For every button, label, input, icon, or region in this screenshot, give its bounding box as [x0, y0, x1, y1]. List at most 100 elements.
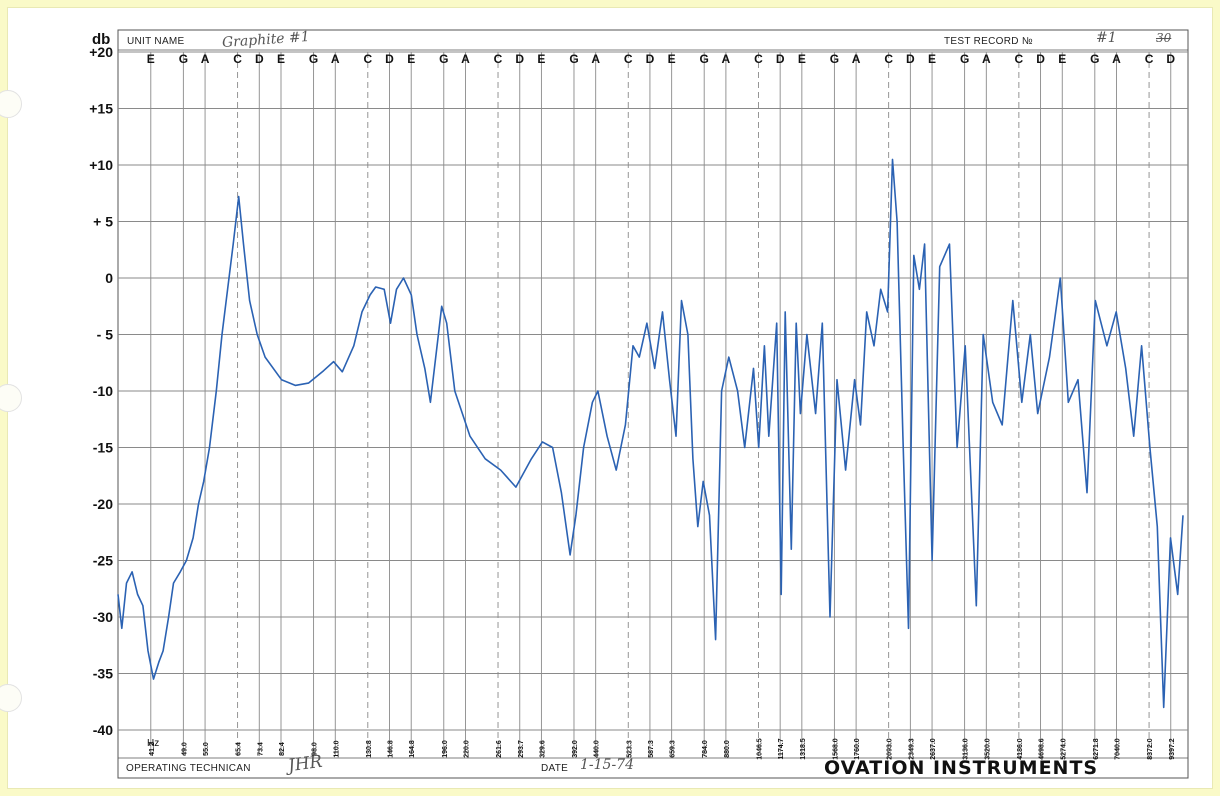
x-tick-label: 146.8 [387, 740, 394, 758]
note-label: A [982, 52, 991, 66]
x-tick-label: 130.8 [366, 740, 373, 758]
brand-logo: OVATION INSTRUMENTS [824, 757, 1099, 779]
x-tick-label: 41.2 [149, 742, 156, 756]
x-tick-label: 1760.0 [854, 738, 861, 760]
note-label: D [1036, 52, 1045, 66]
note-label: G [569, 52, 578, 66]
note-label: A [1112, 52, 1121, 66]
y-tick-label: -35 [93, 666, 113, 682]
note-label: D [255, 52, 264, 66]
note-label: A [331, 52, 340, 66]
note-label: E [537, 52, 545, 66]
note-label: D [776, 52, 785, 66]
note-label: E [668, 52, 676, 66]
x-tick-label: 98.0 [312, 742, 319, 756]
y-tick-label: -40 [93, 722, 113, 738]
note-label: G [1090, 52, 1099, 66]
note-label: D [1166, 52, 1175, 66]
y-axis-label: db [92, 31, 110, 48]
x-tick-label: 196.0 [442, 740, 449, 758]
y-tick-label: -10 [93, 383, 113, 399]
x-axis-label: Hz [147, 738, 159, 749]
x-tick-label: 1046.5 [756, 738, 763, 760]
x-tick-label: 164.8 [409, 740, 416, 758]
note-label: A [852, 52, 861, 66]
note-label: E [147, 52, 155, 66]
x-tick-label: 8372.0 [1147, 738, 1154, 760]
binder-hole [0, 90, 22, 118]
x-tick-label: 659.3 [670, 740, 677, 758]
x-tick-label: 9397.2 [1169, 738, 1176, 760]
y-tick-label: -25 [93, 553, 113, 569]
note-label: E [798, 52, 806, 66]
note-label: C [1145, 52, 1154, 66]
note-label: E [1058, 52, 1066, 66]
note-label: E [407, 52, 415, 66]
note-label: D [646, 52, 655, 66]
x-tick-label: 7040.0 [1115, 738, 1122, 760]
note-label: E [277, 52, 285, 66]
note-label: D [515, 52, 524, 66]
note-label: D [906, 52, 915, 66]
y-tick-label: -30 [93, 609, 113, 625]
note-label: G [309, 52, 318, 66]
x-tick-label: 49.0 [181, 742, 188, 756]
x-tick-label: 110.0 [333, 740, 340, 757]
x-tick-label: 6271.8 [1093, 738, 1100, 760]
x-tick-label: 523.3 [626, 740, 633, 758]
x-tick-label: 55.0 [203, 742, 210, 756]
y-tick-label: -20 [93, 496, 113, 512]
chart-paper [0, 8, 1212, 788]
x-tick-label: 261.6 [496, 740, 503, 758]
note-label: G [830, 52, 839, 66]
x-tick-label: 784.0 [702, 740, 709, 758]
note-label: G [960, 52, 969, 66]
test-record-value: #1 [1096, 30, 1117, 46]
x-tick-label: 3520.0 [984, 738, 991, 760]
x-tick-label: 73.4 [257, 742, 264, 756]
x-tick-label: 82.4 [279, 742, 286, 756]
note-label: G [179, 52, 188, 66]
x-tick-label: 392.0 [572, 740, 579, 758]
x-tick-label: 4186.0 [1017, 738, 1024, 760]
x-tick-label: 587.3 [648, 740, 655, 758]
binder-hole [0, 684, 22, 712]
x-tick-label: 293.7 [518, 740, 525, 758]
note-label: D [385, 52, 394, 66]
series-line [117, 158, 1184, 709]
x-tick-label: 220.0 [463, 740, 470, 758]
chart-frame [117, 29, 1189, 779]
x-tick-label: 2349.3 [908, 738, 915, 760]
note-label: C [363, 52, 372, 66]
note-label: A [591, 52, 600, 66]
x-tick-label: 3136.0 [963, 738, 970, 760]
x-tick-label: 880.0 [724, 740, 731, 758]
date-value: 1-15-74 [580, 757, 634, 773]
y-tick-label: - 5 [97, 327, 114, 343]
note-label: A [461, 52, 470, 66]
unit-name-label: UNIT NAME [127, 36, 185, 47]
x-tick-label: 440.0 [594, 740, 601, 758]
y-tick-label: +15 [89, 101, 113, 117]
y-tick-label: +20 [89, 44, 113, 60]
note-label: E [928, 52, 936, 66]
x-tick-label: 4698.6 [1039, 738, 1046, 760]
note-label: G [439, 52, 448, 66]
note-label: C [233, 52, 242, 66]
note-label: A [201, 52, 210, 66]
x-tick-label: 1174.7 [778, 738, 785, 759]
technician-label: OPERATING TECHNICAN [126, 763, 251, 774]
x-tick-label: 1318.5 [800, 738, 807, 760]
note-label: C [1015, 52, 1024, 66]
axis-labels: db Hz +20 +15 +10 + 5 0 - 5 -10 -15 -20 -25 -30 -35… [89, 31, 1176, 760]
note-label: A [722, 52, 731, 66]
y-tick-label: + 5 [93, 214, 113, 230]
x-tick-label: 2637.0 [930, 738, 937, 760]
note-label: G [700, 52, 709, 66]
x-tick-label: 329.6 [539, 740, 546, 758]
date-label: DATE [541, 763, 569, 774]
x-tick-label: 5274.0 [1060, 738, 1067, 760]
note-label: C [884, 52, 893, 66]
x-tick-label: 1568.0 [832, 738, 839, 760]
